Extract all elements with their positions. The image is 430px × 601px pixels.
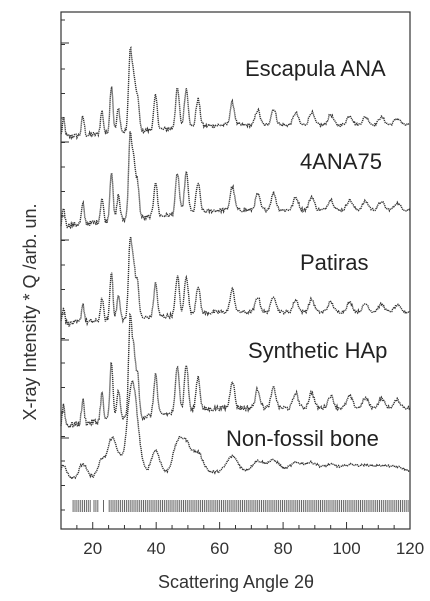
series-line-2 bbox=[60, 131, 411, 230]
x-tick-label: 40 bbox=[147, 539, 166, 558]
x-tick-label: 80 bbox=[274, 539, 293, 558]
series-line-3 bbox=[60, 234, 411, 327]
x-tick-label: 20 bbox=[83, 539, 102, 558]
series-label-patiras: Patiras bbox=[300, 250, 368, 275]
x-tick-label: 60 bbox=[210, 539, 229, 558]
series-label-non-fossil-bone: Non-fossil bone bbox=[226, 426, 379, 451]
series-group bbox=[60, 45, 411, 481]
series-line-4 bbox=[60, 312, 411, 430]
x-tick-label: 120 bbox=[396, 539, 424, 558]
series-line-5 bbox=[60, 378, 411, 481]
x-tick-label: 100 bbox=[332, 539, 360, 558]
series-label-synthetic-hap: Synthetic HAp bbox=[248, 338, 387, 363]
x-axis-ticks: 20 40 60 80 100 120 bbox=[60, 522, 424, 558]
y-axis-label: X-ray Intensity * Q /arb. un. bbox=[20, 203, 40, 420]
reflection-markers bbox=[72, 500, 411, 512]
series-line-1 bbox=[60, 45, 410, 141]
x-axis-label: Scattering Angle 2θ bbox=[158, 572, 314, 592]
y-axis-ticks bbox=[61, 19, 69, 511]
series-label-escapula-ana: Escapula ANA bbox=[245, 56, 386, 81]
series-label-4ana75: 4ANA75 bbox=[300, 149, 382, 174]
